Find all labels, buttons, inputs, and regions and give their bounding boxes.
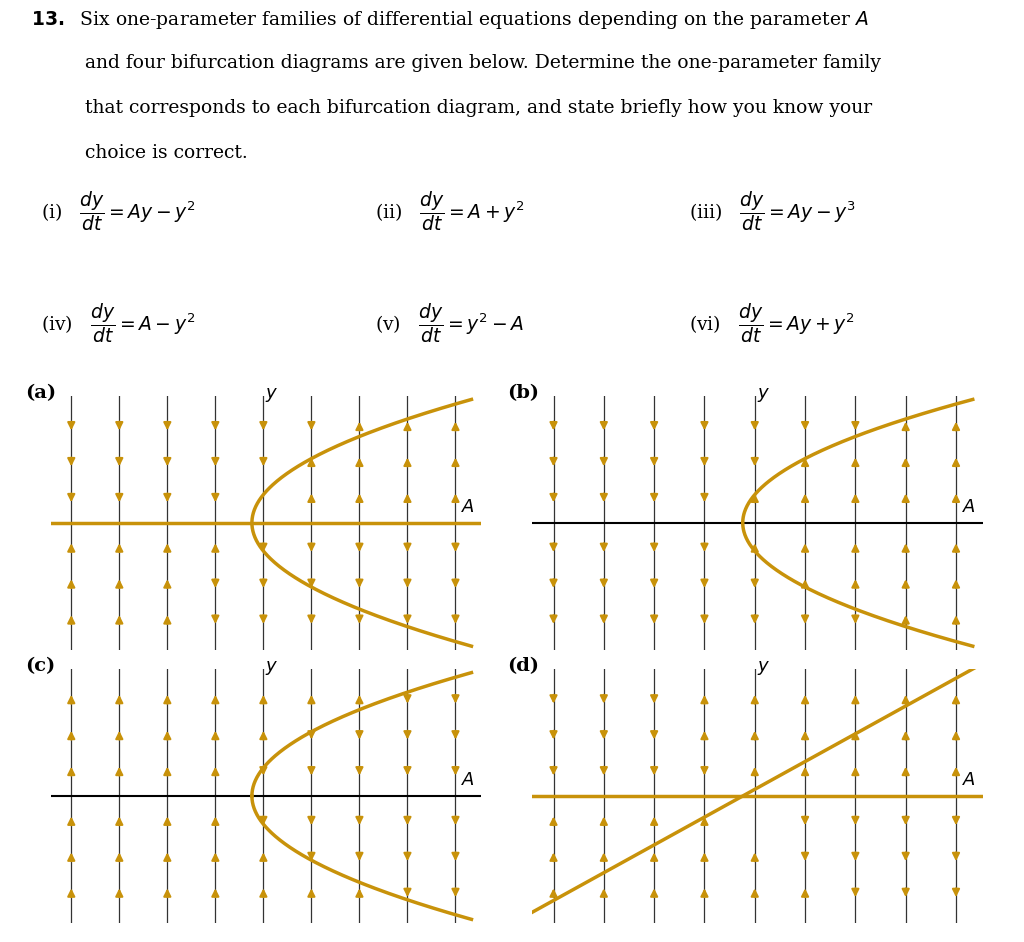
Text: $\mathbf{13.}$  Six one-parameter families of differential equations depending o: $\mathbf{13.}$ Six one-parameter familie… xyxy=(31,9,868,31)
Text: $A$: $A$ xyxy=(962,771,976,789)
Text: (iv)   $\dfrac{dy}{dt} = A - y^2$: (iv) $\dfrac{dy}{dt} = A - y^2$ xyxy=(41,301,195,346)
Text: $A$: $A$ xyxy=(461,498,475,516)
Text: $y$: $y$ xyxy=(265,386,279,404)
Text: $A$: $A$ xyxy=(962,498,976,516)
Text: (c): (c) xyxy=(26,658,56,675)
Text: (b): (b) xyxy=(507,384,539,402)
Text: (v)   $\dfrac{dy}{dt} = y^2 - A$: (v) $\dfrac{dy}{dt} = y^2 - A$ xyxy=(375,301,523,346)
Text: $y$: $y$ xyxy=(265,659,279,677)
Text: (d): (d) xyxy=(507,658,539,675)
Text: (iii)   $\dfrac{dy}{dt} = Ay - y^3$: (iii) $\dfrac{dy}{dt} = Ay - y^3$ xyxy=(689,189,856,233)
Text: (ii)   $\dfrac{dy}{dt} = A + y^2$: (ii) $\dfrac{dy}{dt} = A + y^2$ xyxy=(375,189,524,233)
Text: that corresponds to each bifurcation diagram, and state briefly how you know you: that corresponds to each bifurcation dia… xyxy=(85,99,871,117)
Text: (i)   $\dfrac{dy}{dt} = Ay - y^2$: (i) $\dfrac{dy}{dt} = Ay - y^2$ xyxy=(41,189,196,233)
Text: $A$: $A$ xyxy=(461,771,475,789)
Text: choice is correct.: choice is correct. xyxy=(85,144,248,162)
Text: and four bifurcation diagrams are given below. Determine the one-parameter famil: and four bifurcation diagrams are given … xyxy=(85,55,881,73)
Text: (vi)   $\dfrac{dy}{dt} = Ay + y^2$: (vi) $\dfrac{dy}{dt} = Ay + y^2$ xyxy=(689,301,855,346)
Text: $y$: $y$ xyxy=(757,386,770,404)
Text: $y$: $y$ xyxy=(757,659,770,677)
Text: (a): (a) xyxy=(26,384,56,402)
